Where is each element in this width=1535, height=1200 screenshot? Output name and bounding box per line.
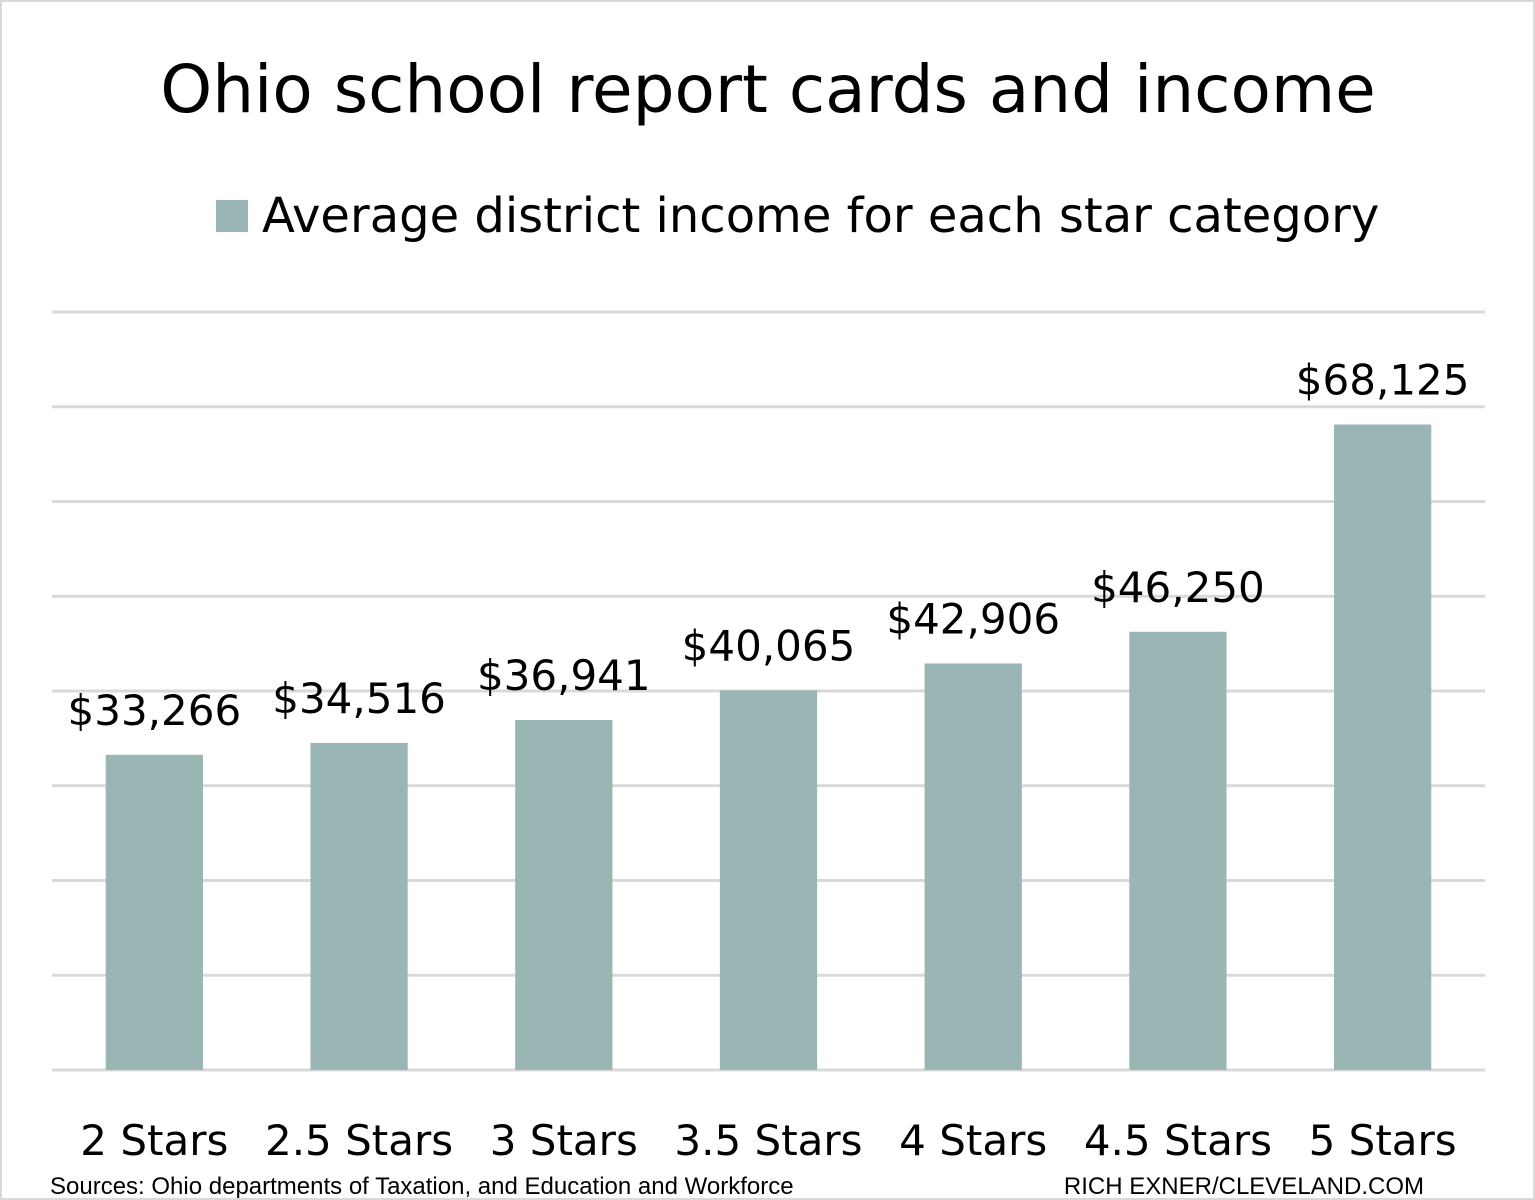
data-label: $40,065 [682, 621, 856, 670]
bars [105, 424, 1432, 1070]
x-tick-label: 5 Stars [1309, 1116, 1457, 1165]
bar-2-stars [105, 754, 203, 1070]
x-tick-label: 4 Stars [899, 1116, 1047, 1165]
data-labels: $33,266 $34,516 $36,941 $40,065 $42,906 $46,2… [68, 356, 1470, 735]
bar-2-5-stars [310, 742, 408, 1070]
legend-swatch [216, 200, 248, 232]
x-axis-tick-labels: 2 Stars 2.5 Stars 3 Stars 3.5 Stars 4 Stars 4… [80, 1116, 1456, 1165]
data-label: $33,266 [68, 686, 242, 735]
data-label: $36,941 [477, 651, 651, 700]
data-label: $34,516 [272, 674, 446, 723]
data-label: $68,125 [1296, 356, 1470, 405]
x-tick-label: 2 Stars [80, 1116, 228, 1165]
data-label: $46,250 [1091, 563, 1265, 612]
data-label: $42,906 [886, 594, 1060, 643]
legend: Average district income for each star ca… [216, 188, 1379, 244]
bar-4-5-stars [1129, 631, 1227, 1070]
chart-title: Ohio school report cards and income [160, 51, 1375, 128]
bar-3-5-stars [719, 690, 818, 1070]
legend-label: Average district income for each star ca… [262, 188, 1379, 244]
bar-3-stars [515, 719, 613, 1070]
source-note: Sources: Ohio departments of Taxation, a… [50, 1173, 794, 1198]
bar-4-stars [924, 663, 1022, 1070]
x-tick-label: 3.5 Stars [674, 1116, 862, 1165]
bar-5-stars [1334, 424, 1432, 1070]
credit-note: RICH EXNER/CLEVELAND.COM [1064, 1173, 1424, 1198]
x-tick-label: 2.5 Stars [265, 1116, 453, 1165]
x-tick-label: 4.5 Stars [1084, 1116, 1272, 1165]
x-tick-label: 3 Stars [490, 1116, 638, 1165]
